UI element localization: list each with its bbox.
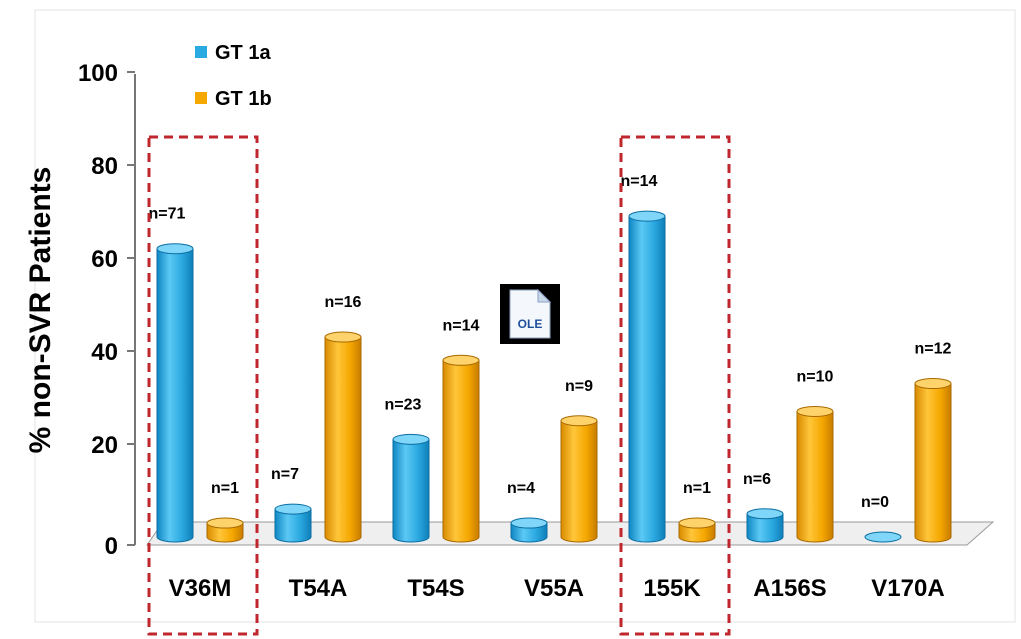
bar-top [746,508,784,520]
bar-top [678,517,716,529]
bar-gt-1a [392,433,430,543]
bar-gt-1b [324,331,362,543]
bar-body [746,513,784,543]
bar-top [510,517,548,529]
bar-gt-1a [746,508,784,543]
bar-gt-1a [156,243,194,543]
bar-body [914,383,952,543]
bar-gt-1a [274,503,312,543]
bar-count-label: n=1 [211,480,239,497]
y-tick-label: 100 [78,60,118,87]
legend-swatch [195,46,207,58]
y-tick-label: 20 [91,432,118,459]
bar-count-label: n=0 [861,494,889,511]
bar-top [796,405,834,417]
bar-body [560,420,598,543]
bar-count-label: n=9 [565,378,593,395]
bar-body [274,508,312,543]
category-label: 155K [643,575,701,602]
highlight-boxes [147,135,731,636]
bar-body [156,248,194,543]
bar-gt-1b [560,415,598,543]
bar-gt-1b [678,517,716,543]
legend-label: GT 1b [215,88,272,110]
bar-top [864,531,902,543]
bar-top [274,503,312,515]
figure-border [34,9,1016,623]
bar-top [560,415,598,427]
bar-gt-1a [864,531,902,543]
legend-swatch [195,92,207,104]
bar-count-label: n=14 [621,173,658,190]
bar-gt-1b [442,354,480,543]
category-label: V36M [169,575,232,602]
bar-gt-1a [510,517,548,543]
bar-body [628,215,666,543]
y-tick-label: 40 [91,339,118,366]
bar-top [206,517,244,529]
bar-gt-1b [914,378,952,543]
legend: GT 1a GT 1b [195,42,272,110]
bar-body [442,359,480,543]
bar-top [156,243,194,255]
bar-count-label: n=6 [743,471,771,488]
category-label: T54S [407,575,464,602]
x-axis-categories: V36M T54A T54S V55A 155K A156S V170A [169,575,945,602]
ole-icon-label: OLE [518,317,543,331]
bar-count-label: n=1 [683,480,711,497]
bar-body [796,410,834,543]
category-label: V170A [871,575,944,602]
bar-count-label: n=4 [507,480,535,497]
category-label: T54A [289,575,348,602]
y-axis-ticks: 0 20 40 60 80 100 [78,60,135,560]
bar-top [392,433,430,445]
bar-count-label: n=14 [443,317,480,334]
y-tick-label: 60 [91,246,118,273]
category-label: V55A [524,575,584,602]
bar-top [914,378,952,390]
bar-gt-1b [206,517,244,543]
bar-count-label: n=7 [271,466,299,483]
bar-gt-1b [796,405,834,543]
bar-count-label: n=71 [149,206,186,223]
bars: n=71 n=1 n=7 n=16 n=23 n=14 n=4 n=9 n=14 n=1 n=6 n=… [149,173,952,543]
highlight-box [147,135,259,636]
highlight-box [619,135,731,636]
y-axis-label: % non-SVR Patients [24,167,57,454]
bar-body [392,438,430,543]
bar-count-label: n=16 [325,294,362,311]
bar-gt-1a [628,210,666,543]
y-tick-label: 0 [105,533,118,560]
bar-count-label: n=10 [797,368,834,385]
category-label: A156S [753,575,826,602]
bar-body [324,336,362,543]
bar-top [442,354,480,366]
bar-top [628,210,666,222]
y-tick-label: 80 [91,153,118,180]
ole-file-icon: OLE [500,284,560,344]
bar-count-label: n=23 [385,396,422,413]
legend-label: GT 1a [215,42,271,64]
bar-count-label: n=12 [915,341,952,358]
bar-top [324,331,362,343]
